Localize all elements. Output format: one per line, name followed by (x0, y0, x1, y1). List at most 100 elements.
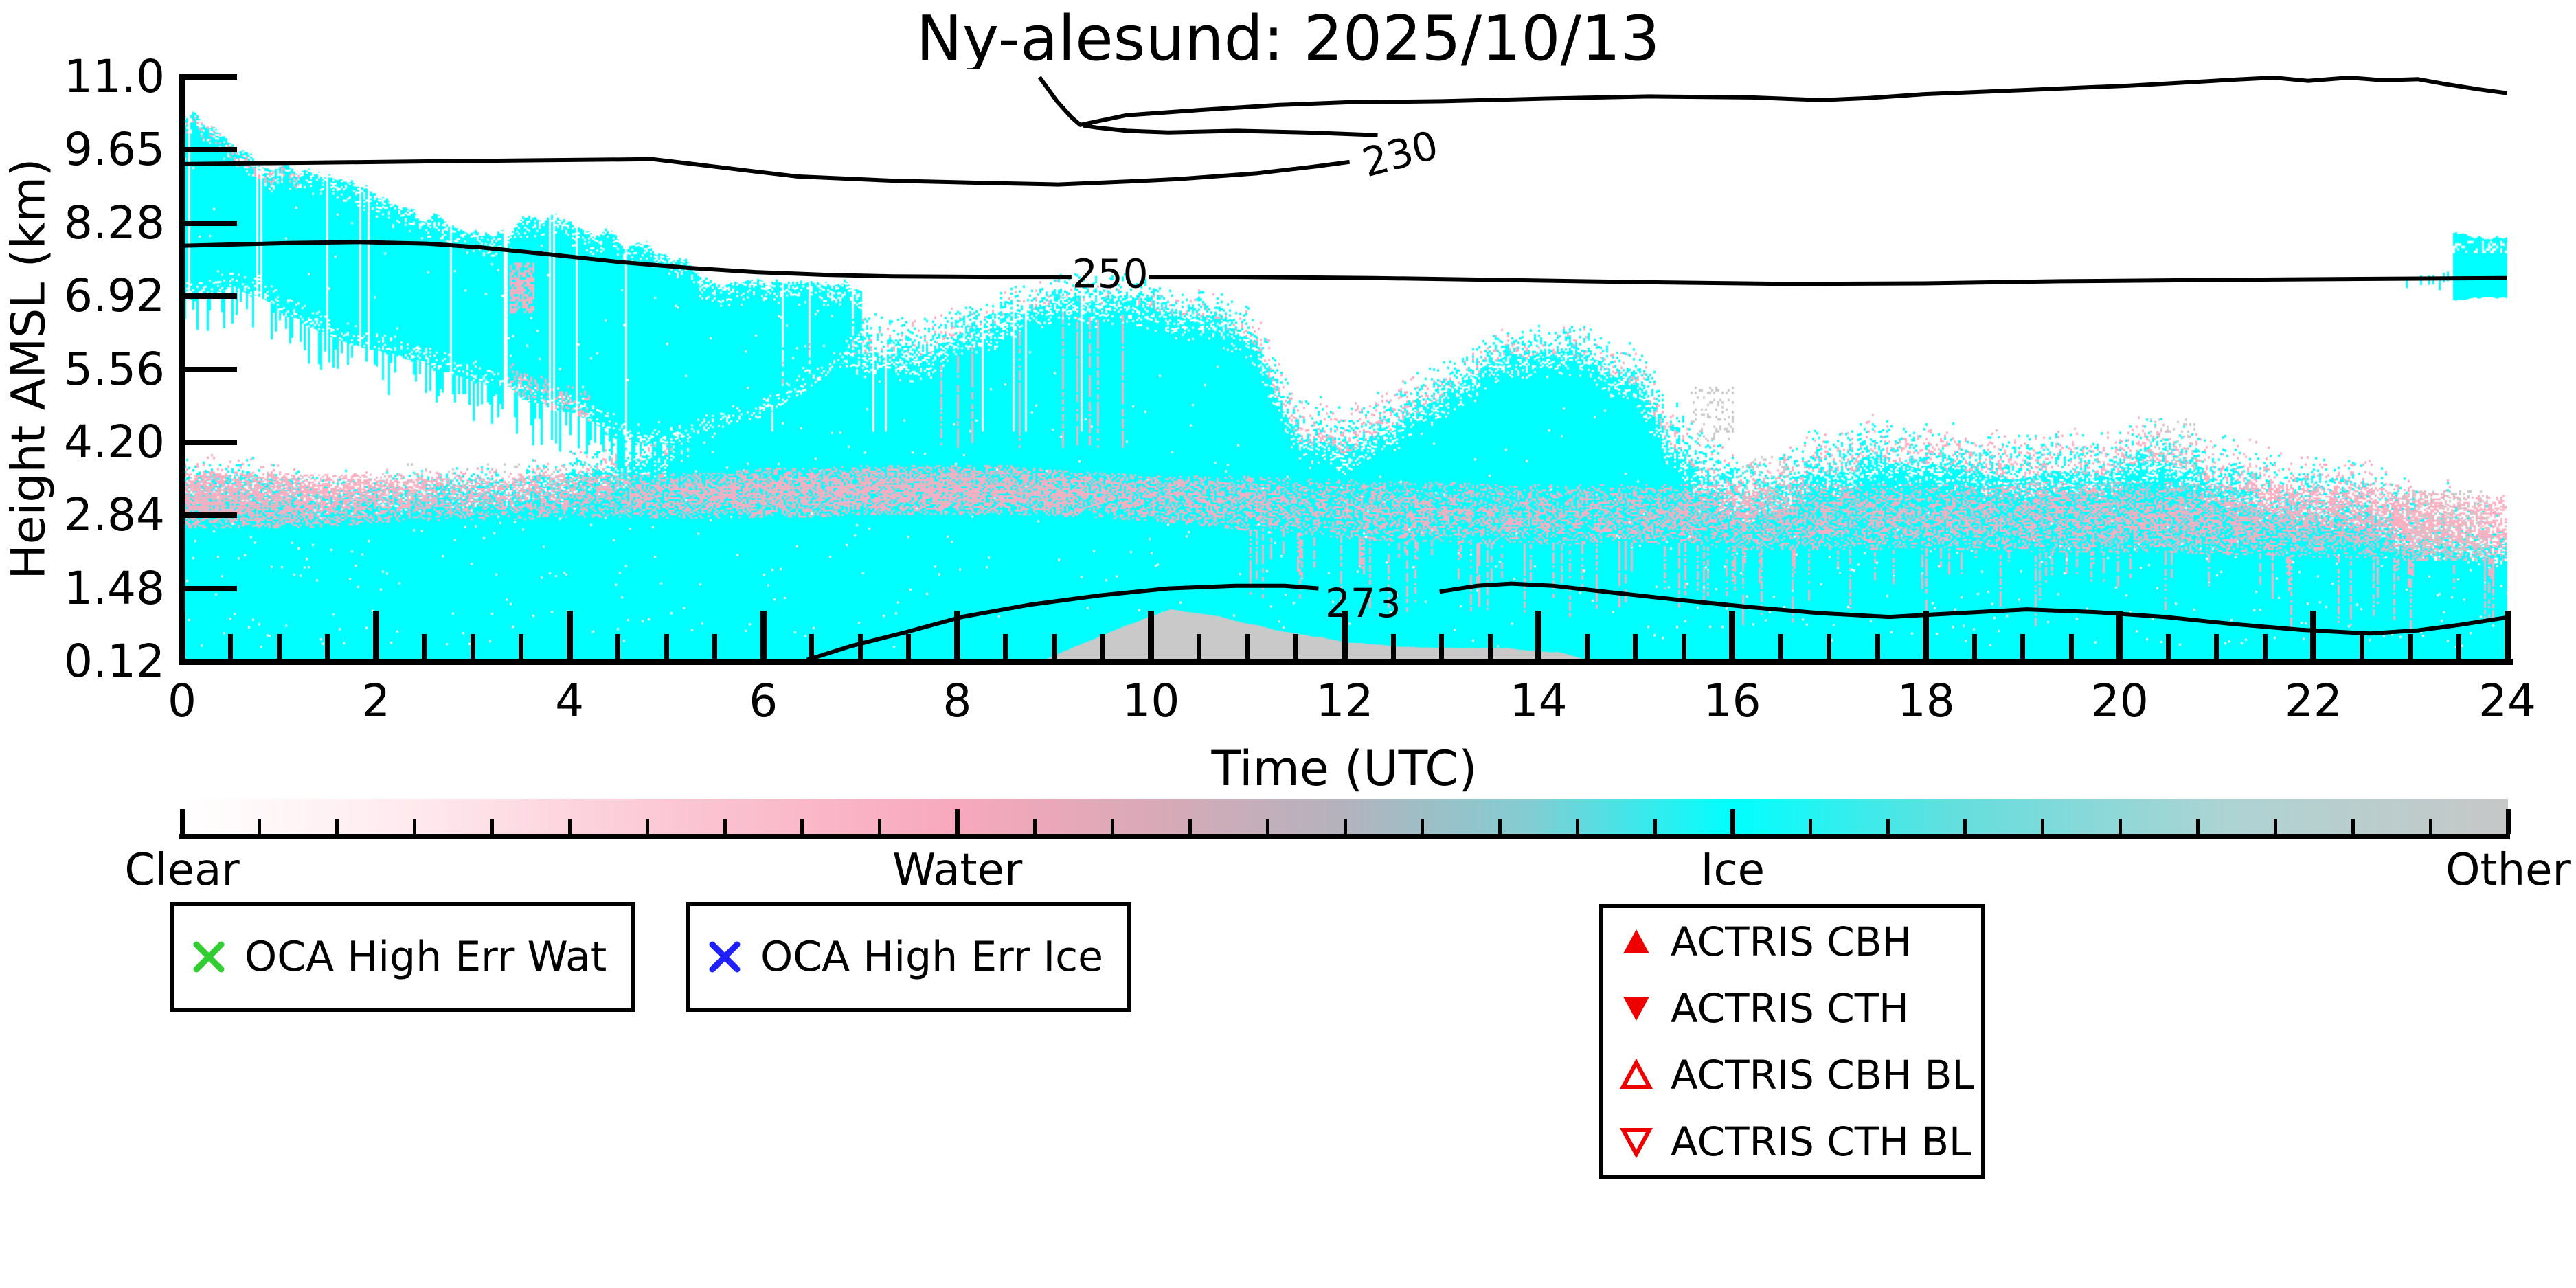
colorbar-minor-tick (1421, 819, 1425, 834)
y-major-tick (182, 74, 237, 80)
y-tick-label: 0.12 (64, 635, 165, 688)
colorbar-minor-tick (1808, 819, 1812, 834)
x-minor-tick (1051, 634, 1057, 662)
x-minor-tick (470, 634, 475, 662)
x-minor-tick (325, 634, 330, 662)
x-minor-tick (276, 634, 282, 662)
x-minor-tick (2214, 634, 2219, 662)
contour-label-230: 230 (1357, 122, 1443, 186)
contour-line-c230_hook (1083, 123, 1378, 137)
legend-oca-wat-label: OCA High Err Wat (245, 933, 607, 981)
temperature-contours: 230 250 273 (182, 76, 2507, 662)
x-major-tick (953, 611, 960, 662)
legend-oca-wat: OCA High Err Wat (170, 902, 635, 1012)
colorbar-minor-tick (1498, 819, 1502, 834)
x-minor-tick (2408, 634, 2413, 662)
colorbar-label: Ice (1700, 845, 1765, 896)
x-major-tick (1923, 611, 1930, 662)
x-marker-green-icon (193, 941, 225, 973)
y-major-tick (182, 366, 237, 372)
x-minor-tick (1633, 634, 1638, 662)
x-minor-tick (906, 634, 912, 662)
colorbar-label: Clear (124, 845, 240, 896)
x-minor-tick (1100, 634, 1105, 662)
contour-line-c250_a (182, 240, 1072, 280)
triangle-down-filled-icon (1623, 996, 1649, 1021)
legend-actris-item: ACTRIS CBH (1603, 908, 1981, 975)
x-minor-tick (664, 634, 669, 662)
y-major-tick (182, 220, 237, 226)
legend-actris-item: ACTRIS CTH BL (1603, 1108, 1981, 1175)
x-minor-tick (519, 634, 524, 662)
colorbar-minor-tick (645, 819, 649, 834)
y-major-tick (182, 439, 237, 445)
x-tick-label: 24 (2478, 675, 2536, 727)
x-tick-label: 18 (1897, 675, 1955, 727)
colorbar-minor-tick (1188, 819, 1192, 834)
x-major-tick (372, 611, 379, 662)
x-tick-label: 8 (942, 675, 972, 727)
contour-line-c273_b (1439, 581, 2507, 636)
x-marker-blue-icon (709, 941, 741, 973)
x-tick-label: 0 (168, 675, 196, 727)
x-minor-tick (1827, 634, 1832, 662)
x-minor-tick (712, 634, 718, 662)
colorbar-minor-tick (2273, 819, 2277, 834)
y-major-tick (182, 585, 237, 591)
y-tick-label: 6.92 (64, 269, 165, 323)
y-major-tick (182, 512, 237, 519)
y-tick-label: 9.65 (64, 122, 165, 176)
x-major-tick (2116, 611, 2123, 662)
x-minor-tick (1681, 634, 1686, 662)
x-major-tick (179, 611, 185, 662)
x-major-tick (1729, 611, 1736, 662)
contour-line-c230_upper (1037, 76, 2507, 127)
legend-actris-label: ACTRIS CTH (1671, 984, 1909, 1032)
y-tick-label: 2.84 (64, 488, 165, 542)
x-minor-tick (2262, 634, 2268, 662)
x-minor-tick (1245, 634, 1250, 662)
x-minor-tick (228, 634, 234, 662)
cloud-phase-field (182, 69, 2507, 662)
x-major-tick (760, 611, 767, 662)
x-minor-tick (1487, 634, 1493, 662)
colorbar-minor-tick (1265, 819, 1269, 834)
x-tick-label: 4 (555, 675, 585, 727)
colorbar-minor-tick (567, 819, 572, 834)
colorbar-minor-tick (2428, 819, 2432, 834)
colorbar-minor-tick (878, 819, 882, 834)
x-minor-tick (615, 634, 621, 662)
colorbar-axis-line (179, 834, 2510, 839)
contour-label-273: 273 (1325, 580, 1401, 626)
x-major-tick (2504, 611, 2511, 662)
x-tick-label: 6 (749, 675, 778, 727)
x-major-tick (1147, 611, 1154, 662)
x-major-tick (1535, 611, 1542, 662)
colorbar-minor-tick (2119, 819, 2123, 834)
legend-oca-ice-label: OCA High Err Ice (760, 933, 1104, 981)
triangle-up-filled-icon (1623, 929, 1649, 953)
x-minor-tick (1439, 634, 1445, 662)
x-minor-tick (857, 634, 863, 662)
plot-area: 230 250 273 (182, 69, 2507, 662)
colorbar-major-tick (955, 809, 960, 834)
x-minor-tick (1778, 634, 1783, 662)
x-axis-spine (179, 659, 2513, 665)
colorbar-label: Other (2445, 845, 2571, 896)
x-tick-label: 12 (1315, 675, 1374, 727)
colorbar-minor-tick (413, 819, 417, 834)
legend-actris: ACTRIS CBH ACTRIS CTH ACTRIS CBH BL ACTRIS … (1599, 904, 1985, 1179)
x-axis-label: Time (UTC) (1211, 741, 1478, 797)
x-minor-tick (422, 634, 427, 662)
colorbar-minor-tick (723, 819, 727, 834)
y-tick-label: 8.28 (64, 196, 165, 249)
x-minor-tick (2165, 634, 2171, 662)
colorbar-minor-tick (1343, 819, 1347, 834)
x-major-tick (2310, 611, 2317, 662)
colorbar-minor-tick (1576, 819, 1580, 834)
x-minor-tick (2020, 634, 2026, 662)
colorbar-minor-tick (258, 819, 262, 834)
x-tick-label: 10 (1122, 675, 1180, 727)
y-major-tick (182, 146, 237, 152)
